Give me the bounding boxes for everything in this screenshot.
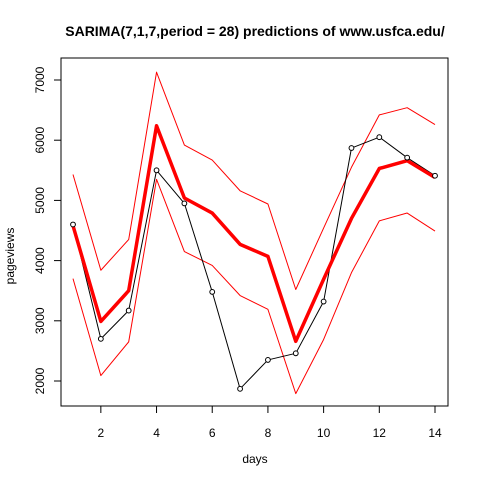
- actual-point: [70, 221, 76, 228]
- x-tick-label: 6: [209, 426, 216, 440]
- x-axis-label: days: [242, 452, 267, 466]
- actual-line: [72, 136, 436, 390]
- actual-point: [125, 307, 132, 314]
- axes: 2 4 6 8 10 12 14 2000 3000 4000 5000 6000 7000: [33, 57, 449, 440]
- actual-point: [153, 167, 160, 174]
- x-tick-label: 12: [373, 426, 387, 440]
- x-tick-label: 8: [265, 426, 272, 440]
- plot-frame: [60, 57, 449, 407]
- x-tick-label: 14: [428, 426, 442, 440]
- x-tick-label: 10: [317, 426, 331, 440]
- actual-point: [292, 350, 299, 357]
- actual-point: [237, 385, 243, 392]
- actual-point: [376, 134, 383, 141]
- actual-point: [181, 200, 188, 207]
- actual-point: [97, 335, 104, 342]
- actual-point: [209, 289, 216, 295]
- actual-point: [404, 154, 411, 161]
- y-tick-label: 7000: [33, 66, 47, 93]
- y-axis-label: pageviews: [3, 228, 17, 285]
- y-tick-label: 3000: [33, 307, 47, 334]
- y-tick-label: 4000: [33, 247, 47, 274]
- x-tick-label: 2: [98, 426, 105, 440]
- actual-point: [432, 172, 438, 179]
- x-tick-label: 4: [153, 426, 160, 440]
- actual-point: [265, 357, 271, 363]
- actual-point: [320, 298, 327, 305]
- y-tick-label: 5000: [33, 187, 47, 214]
- plot-area: [70, 71, 438, 395]
- prediction-line: [71, 124, 436, 344]
- actual-point: [348, 145, 355, 151]
- y-tick-label: 2000: [33, 367, 47, 394]
- upper-bound-line: [72, 71, 436, 290]
- chart-title: SARIMA(7,1,7,period = 28) predictions of…: [65, 23, 445, 39]
- y-tick-label: 6000: [33, 127, 47, 154]
- lower-bound-line: [72, 178, 436, 395]
